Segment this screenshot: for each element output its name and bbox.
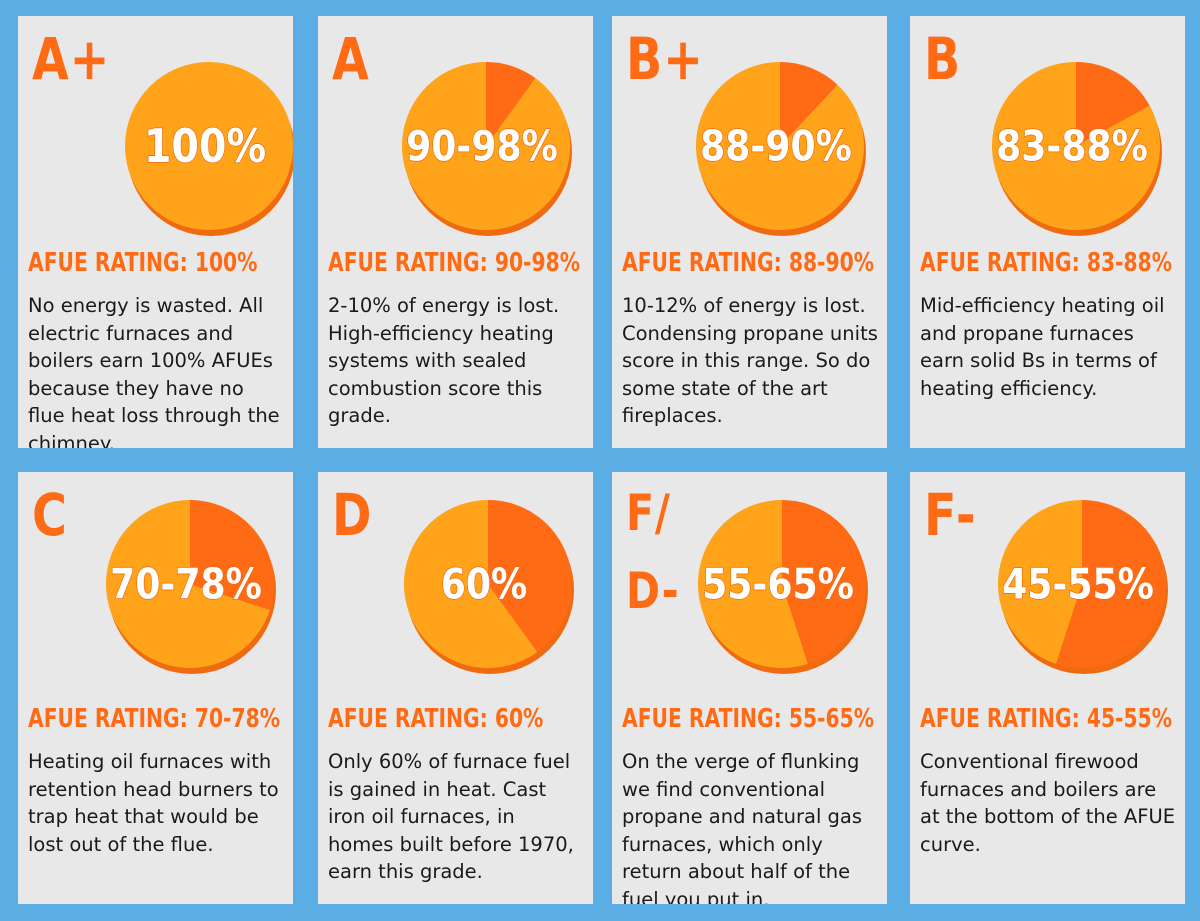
pie-percent-label: 88-90%	[700, 123, 852, 171]
grade-description: 2-10% of energy is lost. High-efficiency…	[328, 294, 560, 427]
efficiency-pie: 60%	[404, 500, 574, 674]
efficiency-pie: 100%	[125, 62, 293, 236]
pie-percent-label: 45-55%	[1002, 561, 1154, 609]
grade-card-d: D 60% AFUE RATING: 60% Only 60% of furna…	[318, 472, 593, 904]
pie-percent-label: 90-98%	[406, 123, 558, 171]
pie-gained-slice	[998, 500, 1082, 664]
grade-card-c: C 70-78% AFUE RATING: 70-78% Heating oil…	[18, 472, 293, 904]
grade-letter: B	[924, 25, 962, 93]
grade-description: On the verge of flunking we find convent…	[622, 750, 863, 904]
efficiency-pie: 88-90%	[696, 62, 866, 236]
grade-letter: B+	[626, 25, 704, 93]
grade-letter: F-	[924, 481, 977, 549]
grade-letter: D	[332, 481, 373, 549]
grade-card-f-minus: F- 45-55% AFUE RATING: 45-55% Convention…	[910, 472, 1185, 904]
grade-card-a-plus: A+ 100% AFUE RATING: 100% No energy is w…	[18, 16, 293, 448]
grade-letter: C	[32, 481, 68, 549]
pie-percent-label: 100%	[144, 120, 266, 174]
efficiency-pie: 83-88%	[992, 62, 1162, 236]
grade-card-b: B 83-88% AFUE RATING: 83-88% Mid-efficie…	[910, 16, 1185, 448]
grade-card-a: A 90-98% AFUE RATING: 90-98% 2-10% of en…	[318, 16, 593, 448]
afue-rating: AFUE RATING: 60%	[328, 704, 544, 734]
grade-card-f-d-minus: F/ D- 55-65% AFUE RATING: 55-65% On the …	[612, 472, 887, 904]
afue-rating: AFUE RATING: 55-65%	[622, 704, 875, 734]
pie-percent-label: 70-78%	[110, 561, 262, 609]
pie-lost-slice	[780, 62, 838, 146]
efficiency-pie: 90-98%	[402, 62, 572, 236]
afue-rating: AFUE RATING: 70-78%	[28, 704, 281, 734]
pie-gained-slice	[404, 500, 538, 668]
grade-letter: A+	[32, 25, 111, 93]
grade-description: Heating oil furnaces with retention head…	[28, 750, 279, 856]
pie-lost-slice	[1076, 62, 1150, 146]
grade-description: Conventional firewood furnaces and boile…	[920, 750, 1176, 856]
pie-lost-slice	[488, 500, 572, 652]
afue-rating: AFUE RATING: 45-55%	[920, 704, 1173, 734]
pie-lost-slice	[782, 500, 866, 664]
pie-gained-slice	[106, 500, 270, 668]
grade-description: No energy is wasted. All electric furnac…	[28, 294, 280, 448]
afue-rating: AFUE RATING: 100%	[28, 248, 258, 278]
efficiency-pie: 70-78%	[106, 500, 276, 674]
afue-rating: AFUE RATING: 88-90%	[622, 248, 875, 278]
pie-percent-label: 60%	[441, 561, 527, 609]
grade-letter: A	[332, 25, 370, 93]
pie-percent-label: 55-65%	[702, 561, 854, 609]
grade-letter: F/ D-	[626, 484, 680, 620]
pie-gained-slice	[125, 62, 293, 230]
pie-percent-label: 83-88%	[996, 123, 1148, 171]
grade-description: 10-12% of energy is lost. Condensing pro…	[622, 294, 878, 427]
grade-description: Mid-efficiency heating oil and propane f…	[920, 294, 1165, 400]
grade-description: Only 60% of furnace fuel is gained in he…	[328, 750, 574, 883]
efficiency-pie: 45-55%	[998, 500, 1168, 674]
grade-card-b-plus: B+ 88-90% AFUE RATING: 88-90% 10-12% of …	[612, 16, 887, 448]
efficiency-pie: 55-65%	[698, 500, 868, 674]
pie-lost-slice	[190, 500, 274, 610]
afue-rating: AFUE RATING: 83-88%	[920, 248, 1173, 278]
pie-gained-slice	[698, 500, 808, 668]
pie-lost-slice	[486, 62, 536, 146]
afue-rating: AFUE RATING: 90-98%	[328, 248, 581, 278]
pie-lost-slice	[1056, 500, 1166, 668]
